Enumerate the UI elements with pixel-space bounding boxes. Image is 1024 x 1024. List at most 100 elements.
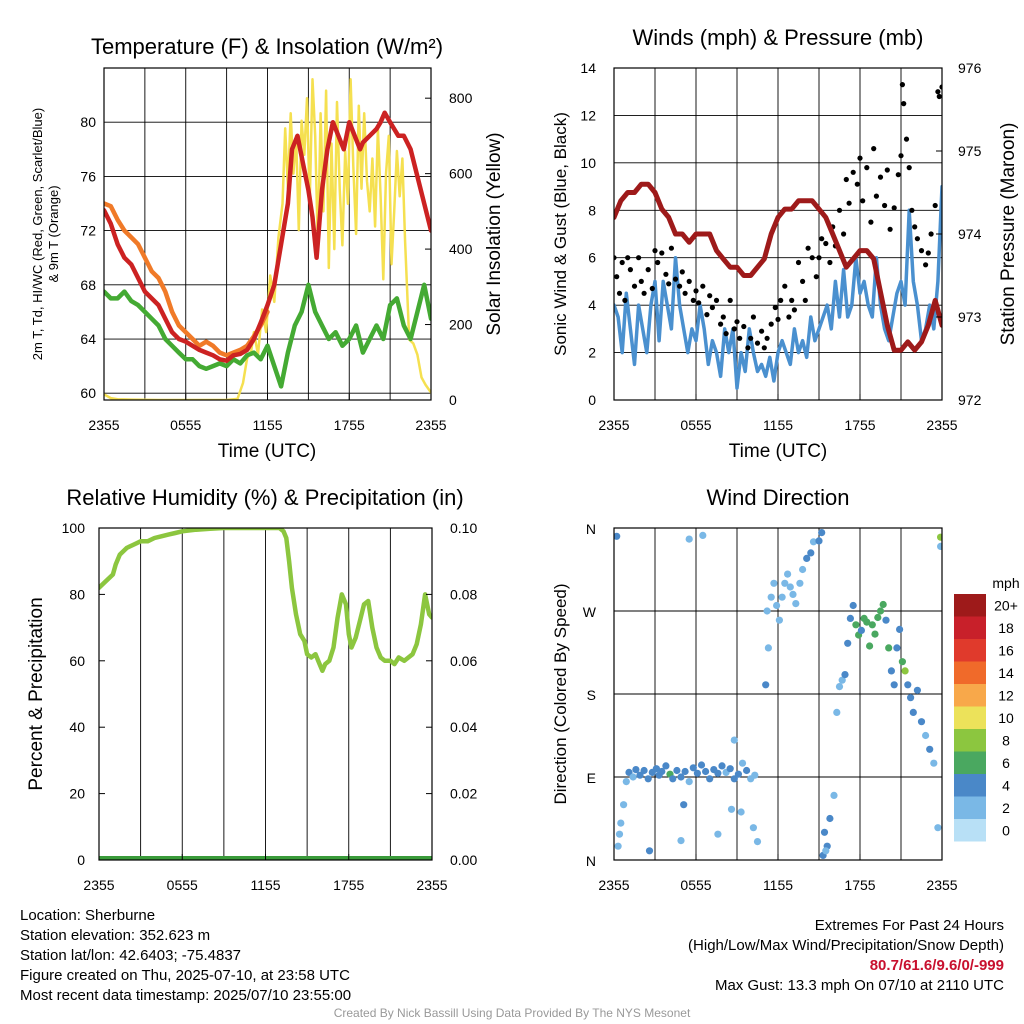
direction-point	[714, 830, 722, 838]
gust-point	[898, 153, 904, 159]
rh-left-tick-label: 100	[62, 520, 86, 536]
gust-point	[909, 207, 915, 213]
gust-point	[748, 335, 754, 341]
gust-point	[641, 290, 647, 296]
direction-point	[673, 766, 681, 775]
gust-point	[727, 297, 733, 303]
x-tick-label: 2355	[416, 877, 447, 893]
direction-point	[909, 708, 917, 717]
gust-point	[734, 319, 740, 325]
gust-point	[696, 300, 702, 306]
gust-point	[761, 345, 767, 351]
direction-point	[809, 538, 818, 546]
legend-swatch	[954, 796, 986, 819]
direction-point	[614, 842, 622, 850]
gust-point	[789, 297, 795, 303]
gust-point	[860, 198, 866, 204]
direction-point	[818, 529, 826, 537]
gust-point	[677, 283, 683, 289]
direction-point	[926, 745, 934, 753]
gust-point	[786, 314, 792, 320]
direction-point	[866, 642, 874, 650]
legend-label: 8	[1002, 732, 1010, 748]
direction-point	[730, 775, 738, 783]
gust-point	[891, 205, 897, 211]
direction-point	[685, 535, 693, 543]
temp-y-axis-label-line1: 2m T, Td, HI/WC (Red, Green, Scarlet/Blu…	[30, 108, 45, 360]
gust-point	[936, 93, 942, 100]
gust-point	[666, 281, 672, 287]
gust-point	[914, 236, 921, 242]
gust-point	[928, 231, 934, 237]
direction-point	[792, 600, 800, 608]
gust-point	[901, 101, 907, 107]
x-tick-label: 1155	[252, 417, 282, 433]
temp-line	[104, 110, 431, 363]
direction-point	[784, 570, 792, 578]
direction-point	[615, 830, 624, 838]
direction-point	[863, 618, 871, 626]
dewpoint-line	[104, 282, 431, 389]
gust-point	[638, 278, 644, 284]
direction-point	[743, 766, 751, 775]
gust-point	[704, 312, 710, 318]
direction-point	[726, 765, 734, 773]
gust-point	[745, 345, 751, 351]
wind-series-group	[614, 82, 942, 390]
pressure-line	[614, 181, 942, 353]
temp-left-tick-label: 76	[80, 168, 96, 184]
direction-point	[799, 565, 807, 574]
wind-left-tick-label: 12	[580, 107, 596, 123]
legend-label: 14	[998, 665, 1014, 681]
rh-left-tick-label: 80	[69, 586, 85, 602]
direction-point	[852, 621, 860, 629]
direction-point	[697, 761, 706, 769]
temp-right-tick-label: 800	[449, 90, 473, 106]
direction-point	[896, 625, 904, 634]
gust-point	[741, 323, 747, 330]
gust-point	[614, 274, 620, 280]
wind-axis-ticks: 0 2 4 6 8 10 12 14 972 973 974 975 976 2355 0555 1155 17…	[580, 60, 981, 433]
extremes-values: 80.7/61.6/9.6/0/-999	[869, 957, 1004, 974]
humidity-panel: Relative Humidity (%) & Precipitation (i…	[26, 485, 477, 893]
direction-point	[775, 616, 784, 624]
gust-point	[816, 255, 822, 261]
direction-point	[844, 639, 852, 647]
direction-point	[693, 769, 702, 777]
wind-y-axis-label: Sonic Wind & Gust (Blue, Black)	[551, 112, 570, 356]
direction-point	[893, 644, 901, 652]
gust-point	[625, 255, 631, 261]
gust-point	[809, 255, 815, 261]
x-tick-label: 2355	[926, 877, 957, 893]
gust-point	[764, 335, 770, 341]
legend-swatch	[954, 639, 986, 662]
x-tick-label: 0555	[170, 417, 201, 433]
rh-left-tick-label: 20	[69, 786, 85, 802]
legend-label: 6	[1002, 755, 1010, 771]
direction-point	[625, 768, 633, 777]
direction-point	[706, 775, 714, 783]
gust-point	[772, 304, 778, 311]
legend-label: 20+	[994, 597, 1018, 613]
direction-point	[922, 731, 930, 740]
gust-point	[932, 202, 938, 209]
gust-point	[864, 165, 870, 171]
gust-point	[805, 245, 811, 251]
temp-x-axis-label: Time (UTC)	[218, 441, 317, 462]
direction-point	[934, 824, 942, 832]
rh-y-axis-label: Percent & Precipitation	[26, 597, 47, 790]
direction-point	[677, 837, 685, 845]
gust-point	[668, 245, 675, 251]
wind-speed-line	[614, 184, 942, 390]
gust-point	[690, 297, 696, 303]
rh-series-group	[99, 528, 432, 860]
station-elevation: Station elevation: 352.623 m	[20, 927, 211, 944]
temp-right-tick-label: 0	[449, 392, 457, 408]
gust-point	[619, 259, 625, 266]
direction-point	[737, 808, 745, 816]
gust-point	[791, 307, 798, 313]
gust-point	[707, 293, 713, 299]
gust-point	[645, 267, 651, 273]
direction-point	[835, 683, 844, 691]
gust-point	[754, 340, 761, 346]
